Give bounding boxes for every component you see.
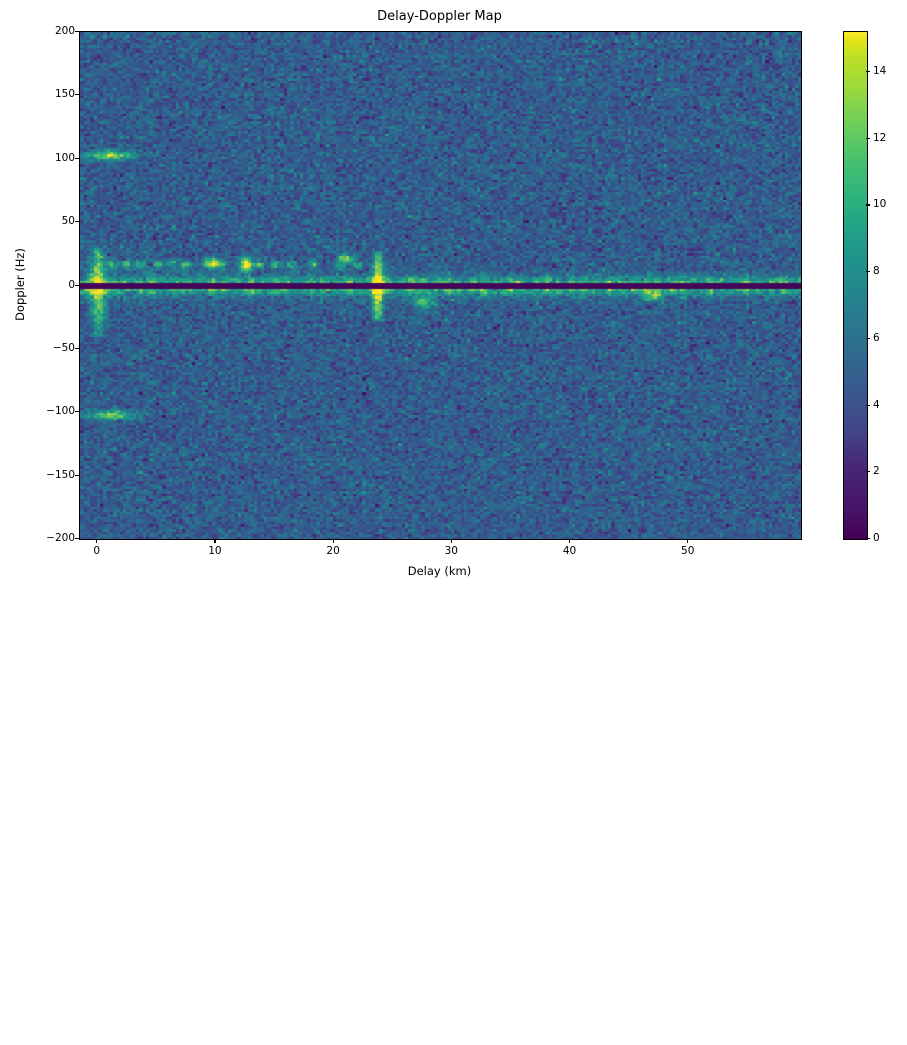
y-tick-label: −100 bbox=[46, 405, 75, 418]
x-tick-mark bbox=[214, 539, 216, 543]
colorbar-tick-mark bbox=[866, 71, 870, 73]
colorbar-tick-mark bbox=[866, 337, 870, 339]
y-tick-label: −200 bbox=[46, 532, 75, 544]
x-tick-mark bbox=[687, 539, 689, 543]
colorbar-tick-label: 12 bbox=[873, 131, 887, 144]
y-tick-mark bbox=[75, 94, 79, 96]
colorbar-tick-label: 2 bbox=[873, 465, 880, 478]
x-tick-mark bbox=[332, 539, 334, 543]
y-tick-mark bbox=[75, 221, 79, 223]
y-tick-mark bbox=[75, 157, 79, 159]
x-tick-label: 20 bbox=[326, 545, 340, 557]
y-tick-mark bbox=[75, 347, 79, 349]
y-tick-label: 150 bbox=[54, 88, 75, 101]
y-tick-label: −150 bbox=[46, 468, 75, 481]
colorbar-tick-label: 4 bbox=[873, 398, 880, 411]
heatmap-plot-area bbox=[79, 31, 802, 540]
colorbar-tick-mark bbox=[866, 271, 870, 273]
colorbar-tick-mark bbox=[866, 137, 870, 139]
colorbar bbox=[843, 31, 868, 540]
x-axis-ticks: 0 10 20 30 40 50 bbox=[79, 539, 800, 569]
colorbar-tick-label: 10 bbox=[873, 198, 887, 211]
colorbar-tick-mark bbox=[866, 538, 870, 540]
x-tick-mark bbox=[96, 539, 98, 543]
colorbar-tick-mark bbox=[866, 204, 870, 206]
x-tick-mark bbox=[450, 539, 452, 543]
x-axis-label: Delay (km) bbox=[407, 564, 472, 578]
x-tick-label: 40 bbox=[562, 545, 577, 557]
y-tick-label: 0 bbox=[68, 278, 75, 291]
y-tick-mark bbox=[75, 411, 79, 413]
colorbar-ticks: 0 2 4 6 8 10 12 14 bbox=[866, 31, 907, 544]
heatmap-canvas bbox=[80, 32, 801, 539]
colorbar-tick-label: 6 bbox=[873, 331, 880, 344]
y-axis-ticks: −200 −150 −100 −50 0 50 100 150 200 bbox=[0, 25, 79, 544]
delay-doppler-figure: Delay-Doppler Map −200 −150 −100 −50 0 50 100 1… bbox=[0, 9, 907, 578]
y-tick-label: 50 bbox=[61, 215, 75, 228]
y-tick-label: 100 bbox=[54, 151, 75, 164]
colorbar-tick-mark bbox=[866, 471, 870, 473]
y-axis-label-holder: Doppler (Hz) bbox=[12, 248, 28, 1045]
y-tick-mark bbox=[75, 31, 79, 33]
x-tick-label: 0 bbox=[93, 545, 101, 557]
y-tick-mark bbox=[75, 538, 79, 540]
colorbar-tick-label: 14 bbox=[873, 65, 887, 78]
page-title: Delay-Doppler Map bbox=[377, 9, 502, 24]
colorbar-tick-label: 0 bbox=[873, 532, 880, 544]
y-tick-label: 200 bbox=[54, 25, 75, 37]
colorbar-tick-label: 8 bbox=[873, 265, 880, 278]
colorbar-tick-mark bbox=[866, 404, 870, 406]
x-tick-label: 50 bbox=[681, 545, 695, 557]
x-tick-label: 10 bbox=[208, 545, 222, 557]
y-tick-mark bbox=[75, 474, 79, 476]
x-tick-mark bbox=[569, 539, 571, 543]
x-tick-label: 30 bbox=[444, 545, 458, 557]
y-axis-label: Doppler (Hz) bbox=[13, 248, 27, 321]
y-tick-label: −50 bbox=[52, 341, 75, 354]
y-tick-mark bbox=[75, 284, 79, 286]
